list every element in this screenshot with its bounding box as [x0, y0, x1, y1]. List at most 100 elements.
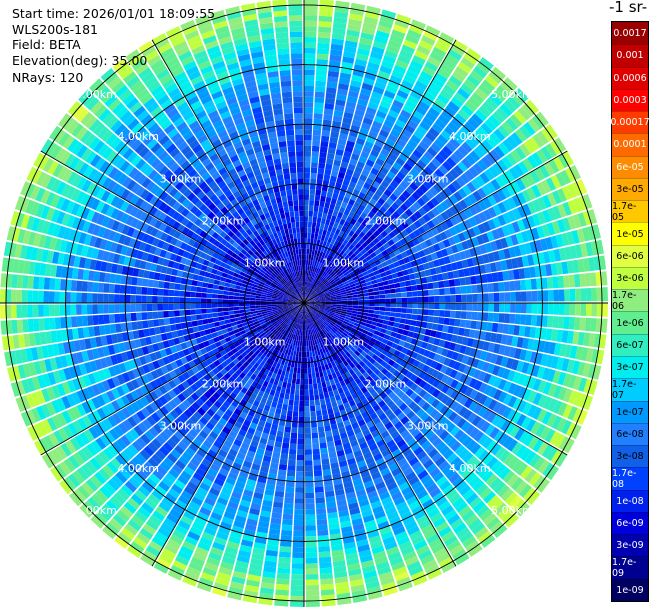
ray-gate — [154, 398, 164, 409]
ray-gate — [341, 303, 348, 306]
ray-gate — [304, 4, 318, 11]
ray-gate — [101, 380, 111, 392]
ray-gate — [423, 349, 431, 358]
ray-gate — [447, 183, 458, 194]
ray-gate — [517, 400, 528, 413]
ray-gate — [317, 332, 322, 338]
ray-gate — [319, 297, 326, 300]
ray-gate — [292, 310, 297, 316]
ray-gate — [381, 249, 389, 257]
ray-gate — [575, 346, 583, 360]
ray-gate — [327, 338, 333, 344]
ray-gate — [311, 291, 317, 296]
ray-gate — [333, 389, 340, 396]
ray-gate — [478, 105, 491, 118]
ray-gate — [374, 510, 386, 520]
ray-gate — [422, 262, 430, 270]
ray-gate — [349, 13, 364, 22]
ray-gate — [280, 409, 288, 416]
ray-gate — [102, 526, 117, 540]
ray-gate — [388, 283, 396, 289]
ray-gate — [152, 311, 159, 319]
ray-gate — [407, 297, 413, 303]
ray-gate — [403, 176, 413, 186]
ray-gate — [342, 320, 349, 325]
ray-gate — [77, 327, 85, 339]
ray-gate — [492, 376, 502, 388]
ray-gate — [424, 238, 433, 248]
ray-gate — [524, 468, 537, 483]
ray-gate — [409, 167, 420, 178]
ray-gate — [433, 183, 443, 193]
ray-gate — [157, 420, 167, 431]
ray-gate — [296, 307, 301, 312]
ray-gate — [263, 349, 269, 356]
ray-gate — [317, 319, 323, 324]
ray-gate — [298, 357, 302, 363]
ray-gate — [458, 221, 468, 232]
ray-gate — [304, 395, 310, 401]
ray-gate — [324, 485, 334, 492]
ray-gate — [352, 275, 359, 281]
ray-gate — [161, 416, 171, 427]
ray-gate — [420, 96, 433, 107]
ray-gate — [355, 53, 369, 62]
ray-gate — [288, 338, 293, 345]
ray-gate — [379, 129, 390, 139]
ray-gate — [509, 425, 521, 438]
ray-gate — [239, 544, 253, 553]
ray-gate — [246, 518, 258, 527]
ray-gate — [324, 295, 331, 299]
ray-gate — [476, 418, 487, 430]
ray-gate — [514, 128, 527, 143]
ray-gate — [441, 109, 454, 121]
ray-gate — [331, 170, 339, 177]
ray-gate — [385, 114, 397, 124]
ray-gate — [472, 303, 478, 312]
ray-gate — [195, 309, 202, 315]
ray-gate — [314, 304, 321, 307]
ray-gate — [242, 460, 252, 469]
ray-gate — [224, 388, 233, 396]
ray-gate — [324, 266, 330, 273]
ray-gate — [270, 341, 276, 347]
ray-gate — [495, 261, 503, 272]
ray-gate — [247, 333, 254, 339]
ray-gate — [471, 522, 486, 535]
ray-gate — [521, 217, 531, 230]
ray-gate — [417, 207, 427, 217]
ray-gate — [111, 474, 124, 488]
ray-gate — [313, 464, 322, 471]
ray-gate — [363, 570, 378, 579]
ray-gate — [408, 500, 421, 511]
ray-gate — [47, 372, 57, 386]
ray-gate — [254, 430, 263, 438]
ray-gate — [169, 534, 184, 545]
ray-gate — [555, 234, 564, 248]
ray-gate — [446, 437, 458, 448]
ray-gate — [280, 328, 285, 334]
ray-gate — [252, 330, 259, 336]
ray-gate — [347, 163, 356, 171]
ray-gate — [319, 317, 325, 323]
ray-gate — [323, 310, 330, 314]
ray-gate — [400, 415, 410, 425]
ray-gate — [562, 373, 572, 387]
ray-gate — [139, 356, 147, 366]
ray-gate — [208, 516, 221, 526]
ray-gate — [425, 131, 437, 142]
ray-gate — [394, 282, 401, 288]
ray-gate — [354, 377, 362, 385]
ray-gate — [491, 229, 500, 240]
ray-gate — [434, 295, 440, 303]
ray-gate — [219, 320, 226, 326]
ray-gate — [317, 37, 331, 44]
ray-gate — [159, 349, 168, 358]
ray-gate — [473, 65, 488, 79]
ray-gate — [275, 435, 283, 443]
ray-gate — [265, 320, 272, 325]
ray-gate — [294, 323, 298, 329]
ray-gate — [304, 227, 308, 233]
ray-gate — [333, 565, 347, 573]
ray-gate — [213, 321, 221, 327]
